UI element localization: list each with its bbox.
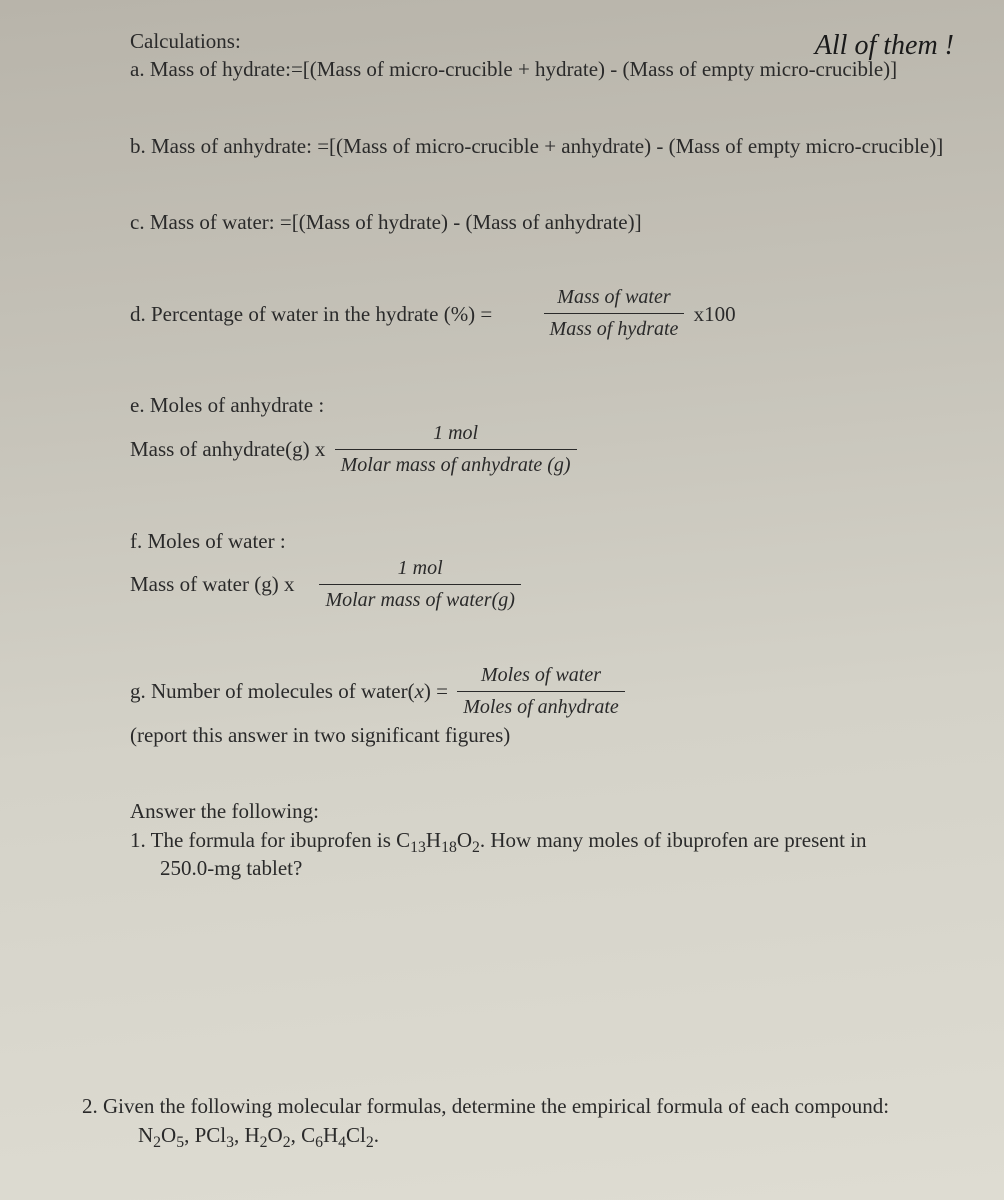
q2-s1: 2 — [153, 1134, 161, 1151]
item-e-denominator: Molar mass of anhydrate (g) — [335, 450, 577, 479]
calculations-title: Calculations: — [130, 29, 241, 53]
q2-b: O — [161, 1123, 176, 1147]
question-1: 1. The formula for ibuprofen is C13H18O2… — [130, 826, 964, 883]
q1-sub2: 18 — [441, 839, 457, 856]
item-g-note: (report this answer in two significant f… — [130, 723, 510, 747]
item-g-label2: ) = — [424, 677, 448, 705]
item-c: c. Mass of water: =[(Mass of hydrate) - … — [130, 208, 964, 236]
item-e-label: e. Moles of anhydrate : — [130, 393, 324, 417]
item-g-denominator: Moles of anhydrate — [457, 692, 625, 721]
q2-s8: 2 — [366, 1134, 374, 1151]
q1-part-b: H — [426, 828, 441, 852]
q1-sub3: 2 — [472, 839, 480, 856]
q2-c: , PCl — [184, 1123, 226, 1147]
item-g: g. Number of molecules of water(x) = Mol… — [130, 662, 964, 749]
item-e-numerator: 1 mol — [335, 420, 577, 450]
q2-d: , H — [234, 1123, 260, 1147]
worksheet-page: All of them ! Calculations: a. Mass of h… — [130, 27, 964, 1177]
item-f-prefix: Mass of water (g) x — [130, 570, 294, 598]
item-d-fraction: Mass of water Mass of hydrate — [544, 284, 685, 343]
item-d-numerator: Mass of water — [544, 284, 685, 314]
q2-s2: 5 — [176, 1134, 184, 1151]
q1-part-d: . How many moles of ibuprofen are presen… — [480, 828, 867, 852]
item-a: a. Mass of hydrate:=[(Mass of micro-cruc… — [130, 57, 897, 81]
q1-line2: 250.0-mg tablet? — [130, 854, 964, 882]
item-f-fraction: 1 mol Molar mass of water(g) — [319, 555, 520, 614]
question-2: 2. Given the following molecular formula… — [82, 1092, 964, 1149]
item-e: e. Moles of anhydrate : Mass of anhydrat… — [130, 391, 964, 478]
q2-s6: 6 — [315, 1134, 323, 1151]
q2-line1: 2. Given the following molecular formula… — [82, 1092, 964, 1120]
q1-part-a: 1. The formula for ibuprofen is C — [130, 828, 410, 852]
item-d: d. Percentage of water in the hydrate (%… — [130, 284, 964, 343]
item-b: b. Mass of anhydrate: =[(Mass of micro-c… — [130, 132, 964, 160]
q2-line2: N2O5, PCl3, H2O2, C6H4Cl2. — [82, 1121, 964, 1149]
item-e-prefix: Mass of anhydrate(g) x — [130, 435, 325, 463]
q1-sub1: 13 — [410, 839, 426, 856]
item-g-label: g. Number of molecules of water( — [130, 677, 415, 705]
q2-f: , C — [291, 1123, 316, 1147]
item-g-var: x — [415, 677, 424, 705]
item-e-fraction: 1 mol Molar mass of anhydrate (g) — [335, 420, 577, 479]
q2-a: N — [138, 1123, 153, 1147]
item-f: f. Moles of water : Mass of water (g) x … — [130, 527, 964, 614]
q2-s7: 4 — [338, 1134, 346, 1151]
handwritten-annotation: All of them ! — [815, 27, 954, 65]
item-d-suffix: x100 — [694, 300, 736, 328]
item-d-label: d. Percentage of water in the hydrate (%… — [130, 300, 492, 328]
q2-h: Cl — [346, 1123, 366, 1147]
q2-s3: 3 — [226, 1134, 234, 1151]
item-g-fraction: Moles of water Moles of anhydrate — [457, 662, 625, 721]
item-f-denominator: Molar mass of water(g) — [319, 585, 520, 614]
q2-i: . — [374, 1123, 379, 1147]
questions-section: Answer the following: 1. The formula for… — [130, 797, 964, 882]
section-title: Answer the following: — [130, 797, 964, 825]
item-g-numerator: Moles of water — [457, 662, 625, 692]
q2-g: H — [323, 1123, 338, 1147]
item-d-denominator: Mass of hydrate — [544, 314, 685, 343]
item-f-label: f. Moles of water : — [130, 529, 286, 553]
q2-e: O — [268, 1123, 283, 1147]
item-f-numerator: 1 mol — [319, 555, 520, 585]
q2-s4: 2 — [260, 1134, 268, 1151]
q1-part-c: O — [457, 828, 472, 852]
q2-s5: 2 — [283, 1134, 291, 1151]
